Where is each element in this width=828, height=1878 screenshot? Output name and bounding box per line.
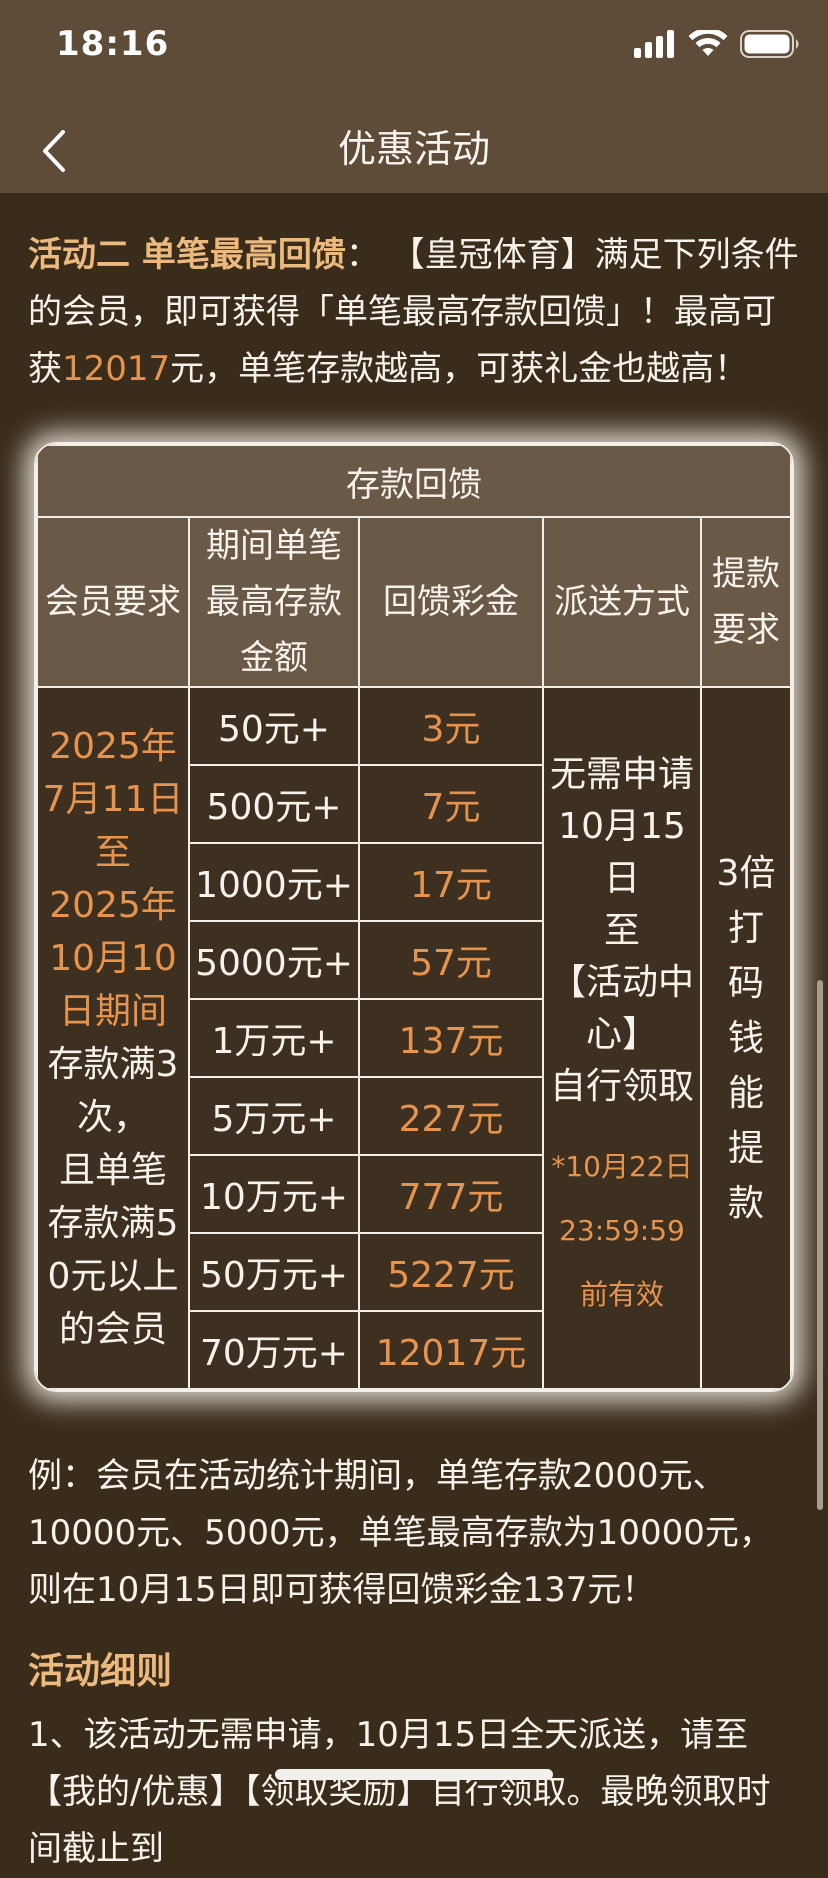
deposit-amount-cell: 10万元+ xyxy=(188,1154,360,1234)
wifi-icon xyxy=(688,30,728,58)
promo-intro-highlight: 活动二 单笔最高回馈 xyxy=(28,235,346,275)
column-header-deposit: 期间单笔最高存款金额 xyxy=(188,516,360,688)
deposit-amount-cell: 50万元+ xyxy=(188,1232,360,1312)
table-row: 2025年7月11日 至 2025年10月10日期间 存款满3次， 且单笔存款满… xyxy=(36,686,792,1390)
deposit-amount-cell: 1000元+ xyxy=(188,842,360,922)
column-header-member: 会员要求 xyxy=(36,516,190,688)
rebate-bonus-cell: 7元 xyxy=(358,764,544,844)
back-button[interactable] xyxy=(26,125,82,181)
cellular-signal-icon xyxy=(634,30,676,58)
member-period-line: 2025年10月10日期间 xyxy=(49,885,177,1032)
table-row: 1000元+ 17元 xyxy=(37,842,791,922)
delivery-note-line: 23:59:59前有效 xyxy=(559,1214,685,1311)
promo-content: 活动二 单笔最高回馈： 【皇冠体育】满足下列条件的会员，即可获得「单笔最高存款回… xyxy=(0,227,828,1878)
promo-intro-body1: ： 【皇冠体育】满足下列条件的会员，即可获得「单笔最高存款回馈」！最高可获 xyxy=(28,235,799,389)
rules-heading: 活动细则 xyxy=(28,1651,173,1692)
rebate-bonus-cell: 12017元 xyxy=(358,1310,544,1390)
rebate-bonus-cell: 17元 xyxy=(358,842,544,922)
scrollbar[interactable] xyxy=(817,980,823,1510)
column-header-bonus: 回馈彩金 xyxy=(358,516,544,688)
delivery-line: 至 xyxy=(603,910,640,951)
member-condition-line: 且单笔存款满50元以上的会员 xyxy=(47,1150,179,1350)
rebate-bonus-cell: 5227元 xyxy=(358,1232,544,1312)
member-period-line: 2025年7月11日 xyxy=(42,726,184,820)
column-header-withdrawal: 提款要求 xyxy=(700,516,792,688)
table-row: 50万元+ 5227元 xyxy=(37,1232,791,1312)
battery-icon xyxy=(740,30,802,58)
deposit-amount-cell: 500元+ xyxy=(188,764,360,844)
example-paragraph: 例：会员在活动统计期间，单笔存款2000元、10000元、5000元，单笔最高存… xyxy=(28,1456,773,1610)
chevron-left-icon xyxy=(41,129,67,177)
delivery-line: 自行领取 xyxy=(549,1066,694,1107)
delivery-note-line: *10月22日 xyxy=(551,1150,693,1183)
table-row: 10万元+ 777元 xyxy=(37,1154,791,1234)
table-row: 500元+ 7元 xyxy=(37,764,791,844)
table-row: 1万元+ 137元 xyxy=(37,998,791,1078)
column-header-delivery: 派送方式 xyxy=(542,516,702,688)
rebate-bonus-cell: 137元 xyxy=(358,998,544,1078)
delivery-method-cell: 无需申请 10月15日 至 【活动中心】 自行领取 *10月22日 23:59:… xyxy=(542,686,702,1390)
promo-intro-body2: 元，单笔存款越高，可获礼金也越高！ xyxy=(170,349,749,389)
withdrawal-requirement-cell: 3倍打码钱能提款 xyxy=(700,686,792,1390)
delivery-note: *10月22日 23:59:59前有效 xyxy=(548,1135,696,1327)
status-time: 18:16 xyxy=(56,24,170,64)
table-title: 存款回馈 xyxy=(36,444,792,518)
rebate-bonus-cell: 57元 xyxy=(358,920,544,1000)
deposit-amount-cell: 5万元+ xyxy=(188,1076,360,1156)
table-row: 5万元+ 227元 xyxy=(37,1076,791,1156)
deposit-amount-cell: 5000元+ xyxy=(188,920,360,1000)
table-row: 5000元+ 57元 xyxy=(37,920,791,1000)
deposit-rebate-table: 存款回馈 会员要求 期间单笔最高存款金额 回馈彩金 派送方式 提款要求 2025… xyxy=(34,442,794,1392)
delivery-line: 【活动中心】 xyxy=(549,962,694,1055)
home-indicator[interactable] xyxy=(275,1769,553,1780)
deposit-amount-cell: 50元+ xyxy=(188,686,360,766)
rebate-bonus-cell: 227元 xyxy=(358,1076,544,1156)
promo-max-amount: 12017 xyxy=(62,349,171,389)
delivery-line: 无需申请 xyxy=(549,754,694,795)
app-header: 18:16 xyxy=(0,0,828,193)
deposit-amount-cell: 70万元+ xyxy=(188,1310,360,1390)
rule-item: 1、该活动无需申请，10月15日全天派送，请至【我的/优惠】【领取奖励】自行领取… xyxy=(28,1715,771,1869)
member-requirement-cell: 2025年7月11日 至 2025年10月10日期间 存款满3次， 且单笔存款满… xyxy=(36,686,190,1390)
rebate-bonus-cell: 3元 xyxy=(358,686,544,766)
rebate-bonus-cell: 777元 xyxy=(358,1154,544,1234)
table-row: 70万元+ 12017元 xyxy=(37,1310,791,1390)
page-title: 优惠活动 xyxy=(337,127,490,171)
member-condition-line: 存款满3次， xyxy=(47,1044,179,1138)
delivery-line: 10月15日 xyxy=(558,806,686,899)
status-icons xyxy=(634,30,802,58)
deposit-amount-cell: 1万元+ xyxy=(188,998,360,1078)
member-period-line: 至 xyxy=(94,832,131,873)
promo-intro: 活动二 单笔最高回馈： 【皇冠体育】满足下列条件的会员，即可获得「单笔最高存款回… xyxy=(28,227,800,398)
